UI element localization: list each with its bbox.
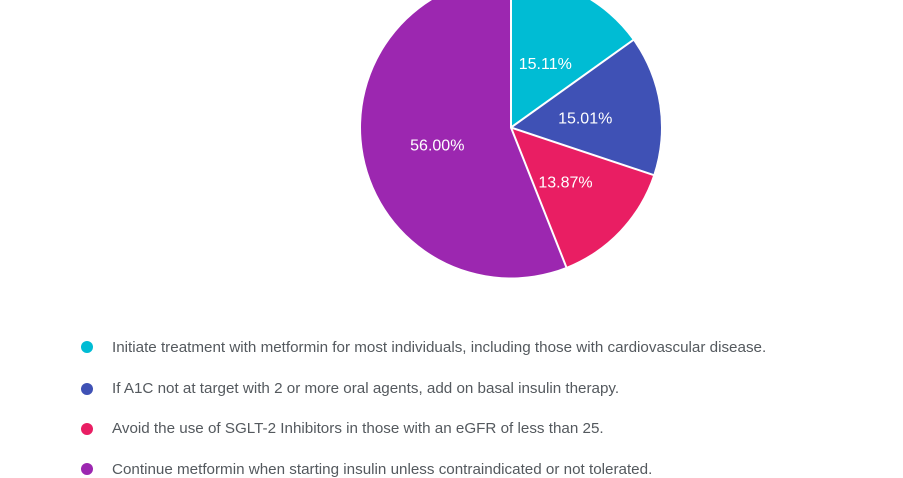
svg-text:13.87%: 13.87% xyxy=(538,174,592,191)
svg-text:15.01%: 15.01% xyxy=(558,111,612,128)
svg-text:56.00%: 56.00% xyxy=(410,137,464,154)
svg-text:15.11%: 15.11% xyxy=(519,56,572,73)
